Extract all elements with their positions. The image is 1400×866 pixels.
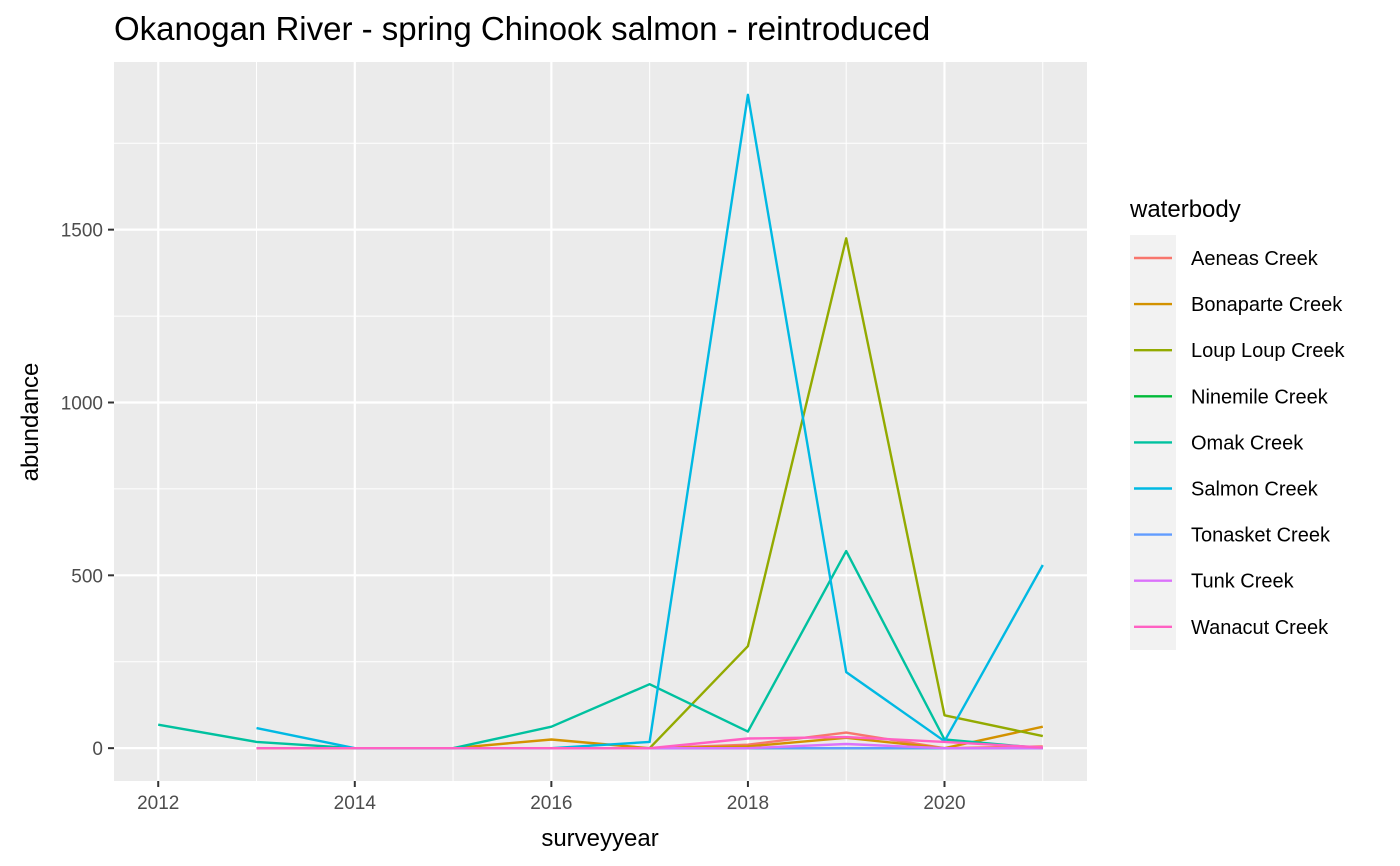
y-tick-label: 500 [71,566,103,587]
legend-label-wanacut-creek: Wanacut Creek [1191,617,1329,639]
plot-panel [114,62,1087,781]
x-axis-title: surveyyear [541,825,658,852]
legend-label-salmon-creek: Salmon Creek [1191,479,1319,501]
x-tick-label: 2018 [727,793,769,814]
series-line-omak-creek [157,549,1043,750]
legend-label-loup-loup-creek: Loup Loup Creek [1191,340,1345,362]
legend-label-tonasket-creek: Tonasket Creek [1191,525,1331,547]
legend-items: Aeneas Creek Bonaparte Creek Loup Loup Cre… [1134,248,1345,639]
legend-title: waterbody [1129,196,1241,223]
legend-label-ninemile-creek: Ninemile Creek [1191,386,1329,408]
legend-label-bonaparte-creek: Bonaparte Creek [1191,294,1343,316]
x-tick-label: 2016 [530,793,572,814]
series-line-wanacut-creek [256,735,1043,750]
grid-minor [114,62,1087,781]
y-axis: 0 500 1000 1500 [61,221,114,760]
legend: waterbody Aeneas Creek Bonaparte Creek Lou… [1129,196,1345,650]
y-tick-label: 1000 [61,393,103,414]
series-lines [157,93,1044,750]
legend-label-omak-creek: Omak Creek [1191,432,1304,454]
x-tick-label: 2020 [923,793,965,814]
y-tick-label: 1500 [61,221,103,242]
chart-title: Okanogan River - spring Chinook salmon -… [114,10,930,47]
x-tick-label: 2012 [137,793,179,814]
legend-label-tunk-creek: Tunk Creek [1191,571,1295,593]
y-tick-label: 0 [92,739,103,760]
x-tick-label: 2014 [334,793,377,814]
legend-label-aeneas-creek: Aeneas Creek [1191,248,1319,270]
series-line-loup-loup-creek [648,237,1044,750]
x-axis: 2012 2014 2016 2018 2020 [137,781,966,814]
y-axis-title: abundance [17,363,44,482]
